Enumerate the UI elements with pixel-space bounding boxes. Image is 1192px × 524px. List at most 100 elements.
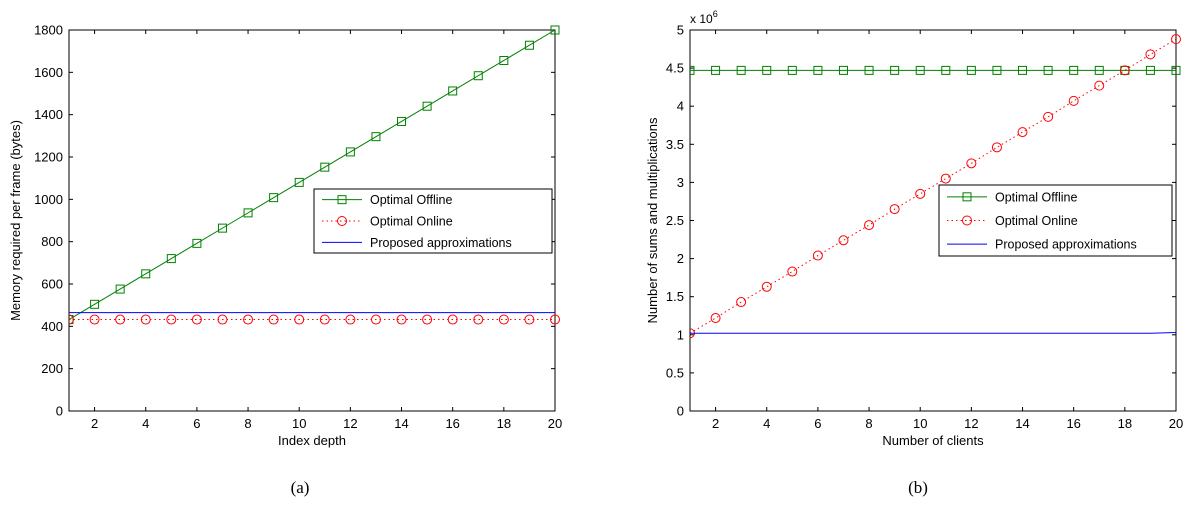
data-point-circle	[940, 173, 951, 184]
data-point-circle	[761, 281, 772, 292]
x-tick-label: 16	[1066, 416, 1080, 431]
data-point-circle	[370, 314, 381, 325]
data-point-circle	[710, 313, 721, 324]
x-tick-label: 10	[292, 416, 306, 431]
data-point-square	[448, 86, 458, 96]
legend-marker-square	[337, 195, 347, 205]
legend-marker-circle	[337, 216, 347, 226]
x-tick-label: 16	[445, 416, 459, 431]
data-point-circle	[864, 220, 875, 231]
data-point-circle	[1043, 111, 1054, 122]
y-tick-label: 1400	[34, 107, 63, 122]
data-point-square	[762, 65, 772, 75]
data-point-square	[90, 299, 100, 309]
legend-entry-label: Optimal Offline	[995, 190, 1077, 204]
data-point-square	[864, 65, 874, 75]
y-tick-label: 1000	[34, 192, 63, 207]
data-point-circle	[473, 314, 484, 325]
data-point-circle	[447, 314, 458, 325]
data-point-square	[1171, 65, 1181, 75]
legend-entry-label: Proposed approximations	[370, 236, 512, 250]
legend-entry-label: Optimal Online	[995, 214, 1078, 228]
y-tick-label: 2	[677, 251, 684, 266]
y-tick-label: 800	[41, 234, 63, 249]
data-point-square	[422, 101, 432, 111]
y-tick-label: 1800	[34, 23, 63, 38]
data-point-square	[1018, 65, 1028, 75]
legend: Optimal Offline Optimal Online Proposed ap…	[313, 188, 553, 254]
y-tick-label: 400	[41, 319, 63, 334]
data-point-square	[1069, 65, 1079, 75]
legend-marker-circle	[962, 215, 972, 226]
x-tick-label: 6	[193, 416, 200, 431]
x-tick-label: 2	[712, 416, 719, 431]
data-point-square	[1094, 65, 1104, 75]
x-tick-label: 12	[964, 416, 978, 431]
chart-b: 2 4 6 8 10 12 14 16 18 20 0 0.5 1 1.5 2 2.5 3 3.5 4 4.5 5 Num…	[645, 9, 1183, 497]
data-point-circle	[524, 314, 535, 325]
data-point-circle	[268, 314, 279, 325]
legend: Optimal Offline Optimal Online Proposed ap…	[938, 184, 1173, 257]
y-tick-label: 3	[677, 175, 684, 190]
data-point-square	[550, 25, 560, 35]
y-tick-label: 5	[677, 23, 684, 38]
data-point-square	[345, 147, 355, 157]
data-point-square	[294, 177, 304, 187]
data-point-circle	[787, 266, 798, 277]
data-point-circle	[915, 188, 926, 199]
data-point-circle	[838, 235, 849, 246]
data-point-square	[166, 254, 176, 264]
data-point-square	[141, 269, 151, 279]
data-point-circle	[550, 314, 560, 325]
data-point-square	[838, 65, 848, 75]
data-point-square	[217, 223, 227, 233]
x-axis-label: Number of clients	[882, 433, 984, 448]
x-tick-label: 14	[1015, 416, 1029, 431]
legend-entry-label: Proposed approximations	[995, 238, 1137, 252]
data-point-circle	[736, 297, 747, 308]
x-tick-label: 18	[497, 416, 511, 431]
x-tick-label: 10	[913, 416, 927, 431]
y-tick-label: 0	[56, 404, 63, 419]
y-tick-label: 1600	[34, 65, 63, 80]
data-point-circle	[69, 314, 74, 325]
y-tick-label: 2.5	[666, 213, 684, 228]
y-tick-label: 3.5	[666, 137, 684, 152]
data-point-square	[499, 55, 509, 65]
data-point-circle	[345, 314, 356, 325]
data-point-circle	[422, 314, 433, 325]
y-axis-label: Number of sums and multiplications	[645, 117, 660, 323]
data-point-square	[966, 65, 976, 75]
data-point-square	[941, 65, 951, 75]
data-point-circle	[1171, 34, 1181, 45]
data-point-square	[992, 65, 1002, 75]
x-axis-label: Index depth	[278, 433, 346, 448]
legend-entry-label: Optimal Online	[370, 215, 453, 229]
chart-a: 2 4 6 8 10 12 14 16 18 20020040060080010001200140…	[8, 23, 562, 498]
data-point-circle	[115, 314, 126, 325]
series-optimal-online	[69, 314, 560, 325]
legend-entry-label: Optimal Offline	[370, 193, 452, 207]
data-point-circle	[1068, 95, 1079, 106]
legend-marker-square	[962, 192, 972, 202]
data-point-circle	[966, 158, 977, 169]
data-point-circle	[243, 314, 254, 325]
data-point-circle	[498, 314, 509, 325]
data-point-square	[320, 162, 330, 172]
y-tick-label: 4	[677, 99, 684, 114]
y-tick-label: 600	[41, 277, 63, 292]
y-tick-label: 0	[677, 404, 684, 419]
y-axis-label: Memory required per frame (bytes)	[8, 120, 23, 321]
series-proposed-approximations	[690, 332, 1177, 334]
data-point-square	[736, 65, 746, 75]
x-tick-label: 4	[763, 416, 770, 431]
y-tick-label: 1.5	[666, 289, 684, 304]
data-point-square	[1043, 65, 1053, 75]
y-axis-exponent: x 106	[690, 9, 718, 26]
data-point-square	[690, 65, 695, 75]
data-point-circle	[294, 314, 305, 325]
data-point-circle	[1119, 65, 1130, 76]
x-tick-label: 12	[343, 416, 357, 431]
data-point-square	[371, 132, 381, 142]
